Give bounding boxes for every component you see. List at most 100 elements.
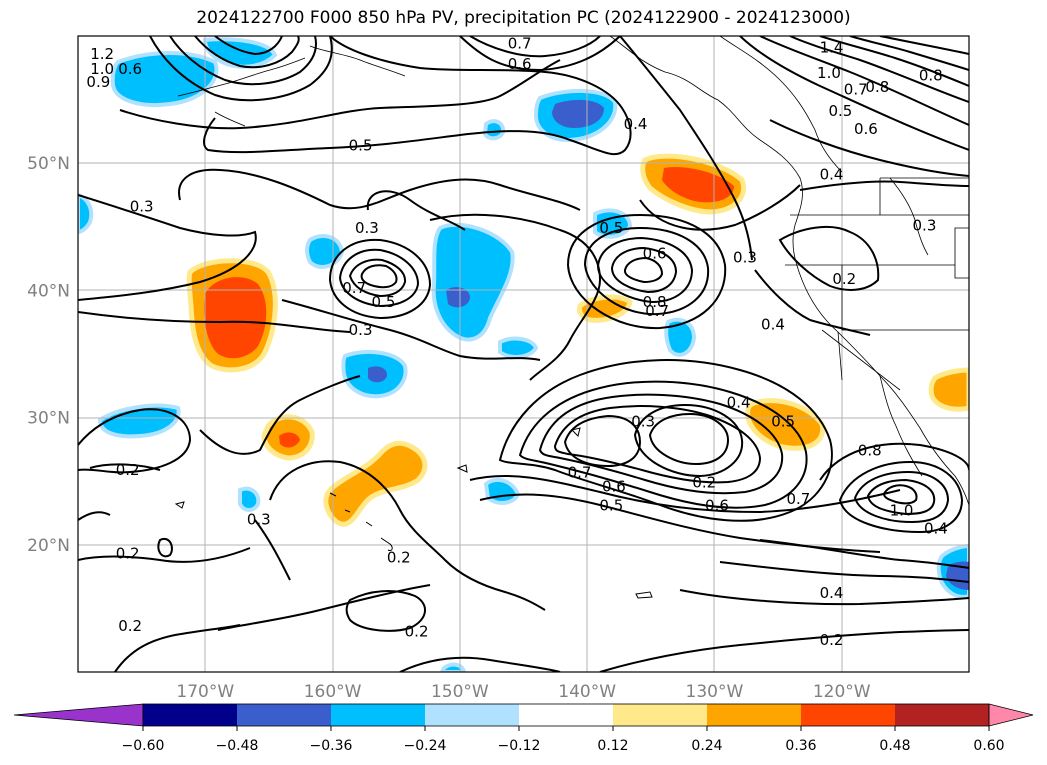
colorbar-tick-label: −0.48 bbox=[216, 738, 259, 754]
latitude-labels: 20°N 30°N 40°N 50°N bbox=[27, 154, 70, 556]
coastlines bbox=[177, 36, 969, 506]
contour-label: 1.4 bbox=[820, 38, 844, 56]
contour-label: 0.7 bbox=[342, 279, 366, 297]
contour-label: 0.9 bbox=[86, 73, 110, 91]
positive-anomaly-core bbox=[279, 432, 300, 448]
longitude-tick-label: 130°W bbox=[686, 682, 744, 702]
negative-anomaly-region bbox=[482, 119, 506, 141]
colorbar-frame bbox=[142, 703, 990, 727]
contour-label: 0.3 bbox=[355, 219, 379, 237]
colorbar-tick-label: 0.12 bbox=[597, 738, 628, 754]
colorbar: −0.60 −0.48 −0.36 −0.24 −0.12 0.12 0.24 0.36 0.4… bbox=[13, 703, 1034, 754]
contour-label: 0.5 bbox=[349, 136, 373, 154]
contour-label: 0.2 bbox=[387, 549, 411, 567]
contour-label: 0.8 bbox=[865, 78, 889, 96]
contour-label: 0.6 bbox=[643, 245, 667, 263]
negative-anomaly-region bbox=[439, 662, 467, 672]
colorbar-segment bbox=[237, 704, 332, 726]
contour-label: 0.6 bbox=[705, 496, 729, 514]
contour-label: 1.2 bbox=[90, 45, 114, 63]
longitude-tick-label: 170°W bbox=[176, 682, 234, 702]
contour-label: 0.4 bbox=[624, 115, 648, 133]
contour-label: 0.2 bbox=[820, 631, 844, 649]
contour-label: 0.6 bbox=[118, 60, 142, 78]
positive-anomaly-region bbox=[928, 367, 969, 412]
contour-label: 0.2 bbox=[692, 473, 716, 491]
latitude-tick-label: 20°N bbox=[27, 536, 70, 556]
plot-title: 2024122700 F000 850 hPa PV, precipitatio… bbox=[196, 8, 851, 28]
longitude-tick-label: 150°W bbox=[431, 682, 489, 702]
negative-anomaly-region bbox=[498, 336, 539, 359]
colorbar-segment bbox=[613, 704, 708, 726]
positive-anomaly-core bbox=[662, 166, 734, 203]
contour-label: 0.4 bbox=[924, 519, 948, 537]
contour-label: 0.8 bbox=[858, 442, 882, 460]
contour-label: 0.5 bbox=[599, 219, 623, 237]
positive-anomaly-region bbox=[323, 440, 428, 527]
contour-label: 0.5 bbox=[829, 102, 853, 120]
contour-label: 1.0 bbox=[817, 64, 841, 82]
contour-label: 0.2 bbox=[116, 461, 140, 479]
contour-label: 0.4 bbox=[727, 393, 751, 411]
colorbar-segment bbox=[707, 704, 802, 726]
contour-label: 0.4 bbox=[820, 166, 844, 184]
colorbar-extend-max bbox=[988, 703, 1034, 727]
colorbar-segment bbox=[143, 704, 238, 726]
contour-label: 0.5 bbox=[771, 412, 795, 430]
contour-label: 1.0 bbox=[890, 501, 914, 519]
colorbar-tick-label: −0.36 bbox=[310, 738, 353, 754]
contour-label: 0.2 bbox=[116, 545, 140, 563]
colorbar-segment bbox=[331, 704, 426, 726]
contour-label: 0.3 bbox=[349, 321, 373, 339]
negative-anomaly-region bbox=[97, 403, 181, 439]
longitude-labels: 170°W 160°W 150°W 140°W 130°W 120°W bbox=[176, 682, 870, 702]
map-frame bbox=[77, 35, 970, 673]
latitude-tick-label: 50°N bbox=[27, 154, 70, 174]
contour-label: 0.8 bbox=[643, 293, 667, 311]
contour-label: 1.0 bbox=[90, 60, 114, 78]
negative-anomaly-core bbox=[446, 287, 470, 308]
contour-label: 0.3 bbox=[130, 197, 154, 215]
contour-label: 0.7 bbox=[645, 302, 669, 320]
contour-label: 0.8 bbox=[919, 66, 943, 84]
contour-label: 0.6 bbox=[508, 55, 532, 73]
colorbar-tick-label: −0.12 bbox=[498, 738, 541, 754]
pv-contours bbox=[78, 36, 969, 672]
contour-label: 0.2 bbox=[405, 622, 429, 640]
contour-label: 0.7 bbox=[568, 463, 592, 481]
contour-label: 0.3 bbox=[631, 412, 655, 430]
contour-label: 0.2 bbox=[118, 617, 142, 635]
contour-label: 0.5 bbox=[372, 293, 396, 311]
colorbar-tick-label: 0.60 bbox=[973, 738, 1004, 754]
negative-anomaly-region bbox=[110, 51, 219, 107]
negative-anomaly-core bbox=[368, 366, 388, 383]
colorbar-tick-label: 0.36 bbox=[785, 738, 816, 754]
latitude-tick-label: 40°N bbox=[27, 281, 70, 301]
contour-labels: 1.21.00.90.60.70.60.41.41.00.80.70.50.60… bbox=[86, 35, 948, 650]
contour-label: 0.5 bbox=[599, 496, 623, 514]
contour-label: 0.7 bbox=[508, 35, 532, 53]
longitude-tick-label: 160°W bbox=[304, 682, 362, 702]
contour-label: 0.7 bbox=[787, 490, 811, 508]
colorbar-segment bbox=[425, 704, 520, 726]
islands bbox=[174, 427, 653, 599]
colorbar-extend-min bbox=[13, 703, 144, 727]
colorbar-tick-label: 0.48 bbox=[879, 738, 910, 754]
contour-label: 0.3 bbox=[913, 217, 937, 235]
colorbar-segment bbox=[895, 704, 990, 726]
contour-label: 0.6 bbox=[854, 120, 878, 138]
gridlines bbox=[78, 36, 969, 672]
contour-label: 0.3 bbox=[733, 248, 757, 266]
colorbar-tick-label: 0.24 bbox=[691, 738, 722, 754]
longitude-tick-label: 120°W bbox=[813, 682, 871, 702]
colorbar-tick-label: −0.24 bbox=[404, 738, 447, 754]
colorbar-segment bbox=[801, 704, 896, 726]
colorbar-tick-label: −0.60 bbox=[122, 738, 165, 754]
latitude-tick-label: 30°N bbox=[27, 409, 70, 429]
contour-label: 0.7 bbox=[844, 80, 868, 98]
longitude-tick-label: 140°W bbox=[558, 682, 616, 702]
colorbar-segment bbox=[519, 704, 614, 726]
negative-anomaly-region bbox=[305, 234, 345, 269]
contour-label: 0.3 bbox=[247, 510, 271, 528]
